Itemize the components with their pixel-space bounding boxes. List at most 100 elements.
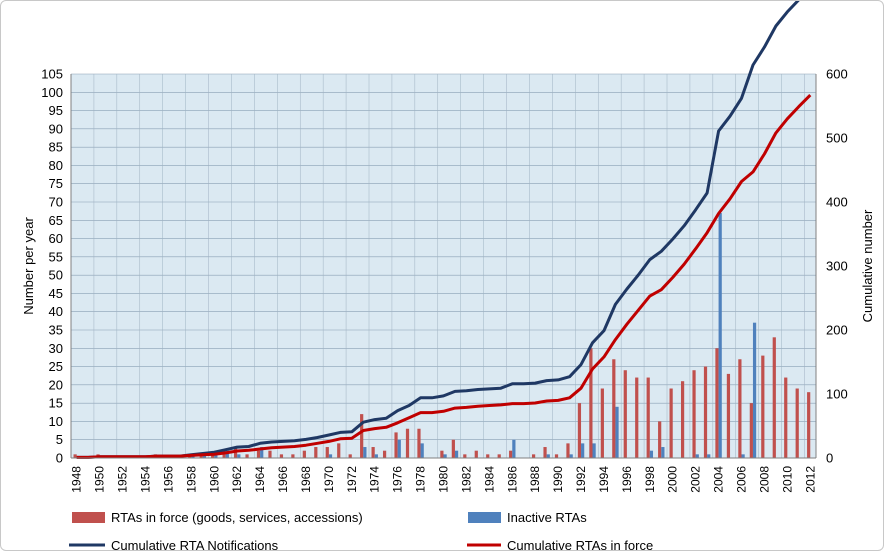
- x-tick-label: 1960: [207, 466, 221, 493]
- bar-rtas-in-force: [211, 454, 215, 458]
- x-tick-label: 1964: [253, 466, 267, 493]
- x-tick-label: 2010: [780, 466, 794, 493]
- x-tick-label: 1972: [345, 466, 359, 493]
- bar-rtas-in-force: [302, 450, 306, 458]
- x-tick-label: 1994: [597, 466, 611, 493]
- plot-area: [71, 74, 816, 458]
- bar-rtas-in-force: [807, 392, 811, 458]
- x-tick-label: 1966: [276, 466, 290, 493]
- bar-inactive-rtas: [363, 447, 367, 458]
- x-tick-label: 1984: [482, 466, 496, 493]
- bar-rtas-in-force: [268, 450, 272, 458]
- y-tick-label: 10: [49, 414, 63, 429]
- y-tick-label: 15: [49, 396, 63, 411]
- bar-rtas-in-force: [577, 403, 582, 458]
- x-tick-label: 2002: [689, 466, 703, 493]
- y-tick-label: 30: [49, 341, 63, 356]
- gridlines: [70, 73, 816, 459]
- axes: [70, 74, 817, 459]
- y-axis-label: Number per year: [21, 217, 36, 315]
- bar-rtas-in-force: [749, 403, 753, 458]
- bar-rtas-in-force: [658, 421, 662, 458]
- x-tick-label: 1948: [70, 466, 84, 493]
- x-tick-label: 1950: [93, 466, 107, 493]
- x-tick-label: 1980: [437, 466, 451, 493]
- bar-inactive-rtas: [752, 322, 757, 458]
- bar-rtas-in-force: [245, 454, 249, 458]
- x-tick-label: 1998: [643, 466, 657, 493]
- x-tick-label: 2008: [757, 466, 771, 493]
- x-tick-label: 2012: [803, 466, 817, 493]
- bar-inactive-rtas: [707, 454, 711, 458]
- legend-swatch-rtas-in-force: [72, 512, 105, 523]
- bar-rtas-in-force: [497, 454, 501, 458]
- x-axis-ticks: 1948 1950 1952 1954 1956 1958 1960 1962 1964 1966…: [70, 466, 818, 493]
- bar-inactive-rtas: [512, 439, 516, 458]
- bar-inactive-rtas: [225, 450, 229, 458]
- bar-rtas-in-force: [405, 428, 410, 458]
- x-tick-label: 1962: [230, 466, 244, 493]
- y-axis-ticks: 0 5 10 15 20 25 30 35 40 45 50 55 60 65 70 75 80 85 90 95 10…: [41, 67, 63, 466]
- bar-inactive-rtas: [420, 443, 424, 458]
- bar-inactive-rtas: [718, 212, 722, 458]
- y-tick-label: 20: [49, 377, 63, 392]
- y-tick-label: 105: [41, 67, 63, 82]
- bar-rtas-in-force: [73, 454, 77, 458]
- series-lines: [76, 0, 812, 459]
- bar-rtas-in-force: [589, 348, 593, 458]
- bar-rtas-in-force: [795, 388, 799, 458]
- bar-inactive-rtas: [569, 454, 573, 458]
- bar-rtas-in-force: [417, 428, 421, 458]
- y-tick-label: 40: [49, 304, 63, 319]
- bar-rtas-in-force: [451, 439, 455, 458]
- y2-tick-label: 100: [826, 387, 848, 402]
- bar-rtas-in-force: [348, 454, 352, 458]
- x-tick-label: 1986: [505, 466, 519, 493]
- x-tick-label: 1978: [414, 466, 428, 493]
- x-tick-label: 1974: [368, 466, 382, 493]
- bar-rtas-in-force: [543, 447, 547, 458]
- bar-rtas-in-force: [371, 447, 375, 458]
- bar-inactive-rtas: [546, 454, 550, 458]
- bar-rtas-in-force: [554, 454, 559, 458]
- y-tick-label: 65: [49, 213, 63, 228]
- legend-swatch-inactive-rtas: [468, 512, 501, 523]
- y-tick-label: 0: [56, 451, 63, 466]
- x-tick-label: 2006: [735, 466, 749, 493]
- x-tick-label: 1954: [139, 466, 153, 493]
- bar-rtas-in-force: [726, 373, 731, 458]
- x-tick-label: 2000: [666, 466, 680, 493]
- line-cumulative-in-force: [76, 94, 812, 459]
- bar-rtas-in-force: [612, 359, 616, 458]
- bar-inactive-rtas: [592, 443, 596, 458]
- y2-tick-label: 300: [826, 259, 848, 274]
- bar-rtas-in-force: [486, 454, 490, 458]
- x-tick-label: 2004: [712, 466, 726, 493]
- bar-rtas-in-force: [646, 377, 650, 458]
- x-tick-label: 1992: [574, 466, 588, 493]
- legend-label-cumulative-notifications: Cumulative RTA Notifications: [111, 538, 279, 553]
- bar-inactive-rtas: [397, 439, 401, 458]
- bar-rtas-in-force: [279, 454, 284, 458]
- y2-tick-label: 0: [826, 451, 833, 466]
- bar-rtas-in-force: [715, 348, 719, 458]
- bar-rtas-in-force: [325, 447, 329, 458]
- x-tick-label: 1982: [459, 466, 473, 493]
- y2-tick-label: 600: [826, 67, 848, 82]
- bar-rtas-in-force: [474, 450, 478, 458]
- bar-rtas-in-force: [360, 414, 364, 458]
- legend-label-cumulative-in-force: Cumulative RTAs in force: [507, 538, 653, 553]
- y-tick-label: 5: [56, 432, 63, 447]
- bar-rtas-in-force: [382, 450, 387, 458]
- y-tick-label: 55: [49, 249, 63, 264]
- y-tick-label: 70: [49, 195, 63, 210]
- bar-rtas-in-force: [635, 377, 639, 458]
- bar-rtas-in-force: [256, 450, 261, 458]
- bar-rtas-in-force: [440, 450, 444, 458]
- bar-inactive-rtas: [581, 443, 585, 458]
- y2-axis-label: Cumulative number: [860, 209, 875, 322]
- y-tick-label: 100: [41, 85, 63, 100]
- bar-inactive-rtas: [214, 454, 218, 458]
- bar-inactive-rtas: [661, 447, 665, 458]
- x-tick-label: 1968: [299, 466, 313, 493]
